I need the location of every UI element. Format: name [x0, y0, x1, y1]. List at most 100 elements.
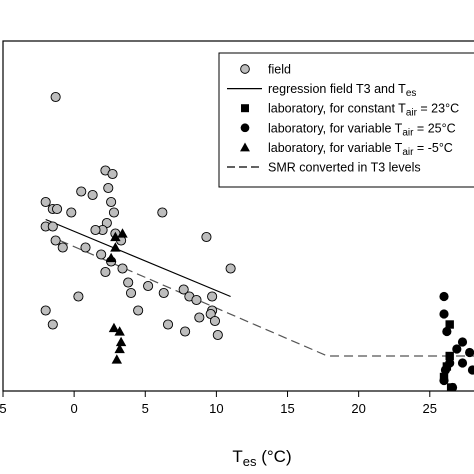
legend-entry-label: laboratory, for variable Tair = 25°C: [268, 121, 456, 138]
plot-frame: [2, 40, 474, 392]
legend-label-text: field: [268, 63, 291, 77]
data-point-s4-2: [110, 242, 121, 252]
data-point-s0-42: [40, 305, 51, 316]
x-axis: 5 0 5 10 15 20 25: [0, 391, 437, 416]
x-axis-label-unit: (°C): [257, 447, 292, 466]
legend-box: [218, 52, 474, 188]
plot-area: [40, 91, 474, 391]
data-point-s4-7: [114, 343, 125, 354]
data-point-s0-0: [50, 91, 61, 103]
data-point-s3-0: [439, 291, 449, 302]
x-tick-label: 5: [142, 401, 149, 416]
data-point-s0-45: [225, 263, 236, 274]
legend-black-triangle-symbol: [240, 142, 250, 152]
data-point-s3-2: [442, 326, 452, 337]
data-point-s4-6: [115, 336, 127, 347]
data-point-s0-39: [209, 315, 221, 327]
data-point-s0-19: [50, 235, 61, 246]
data-point-s0-22: [96, 249, 107, 260]
data-point-s0-41: [73, 291, 84, 302]
legend-label-subscript: air: [402, 127, 414, 138]
data-point-s3-7: [447, 382, 458, 391]
x-tick-label: 15: [280, 401, 294, 416]
legend-label-text: = 25°C: [413, 121, 455, 135]
data-point-s4-8: [111, 354, 123, 364]
data-point-s2-0: [445, 320, 454, 329]
legend-entry-label: regression field T3 and Tes: [268, 82, 416, 99]
data-point-s4-4: [108, 322, 120, 333]
data-point-s3-1: [439, 309, 449, 319]
data-point-s0-32: [207, 291, 218, 302]
x-tick-label: 25: [423, 401, 437, 416]
legend-entry-label: SMR converted in T3 levels: [268, 161, 421, 175]
legend-black-circle-symbol: [240, 123, 250, 133]
x-axis-label: Tes (°C): [232, 447, 291, 469]
data-point-s0-20: [57, 242, 68, 253]
data-point-s3-8: [457, 358, 468, 368]
legend-label-subscript: es: [406, 88, 417, 99]
data-point-s2-2: [445, 351, 454, 361]
data-point-s0-29: [158, 287, 169, 299]
regression-line: [45, 218, 231, 298]
data-point-s3-5: [440, 365, 451, 375]
data-point-s0-5: [76, 186, 87, 197]
data-point-s4-1: [117, 228, 128, 238]
legend-label-text: = -5°C: [413, 141, 452, 155]
data-point-s0-8: [107, 168, 118, 180]
data-point-s0-40: [212, 329, 223, 341]
data-point-s0-36: [162, 319, 174, 330]
legend-entry-label: laboratory, for constant Tair = 23°C: [268, 102, 459, 119]
data-point-s3-9: [465, 347, 474, 358]
data-point-s0-4: [66, 207, 77, 218]
data-point-s3-6: [439, 375, 449, 386]
data-point-s0-35: [133, 305, 144, 316]
legend-label-text: laboratory, for variable T: [268, 121, 403, 135]
data-point-s0-30: [178, 284, 189, 295]
data-point-s0-3: [52, 203, 63, 215]
data-point-s3-11: [467, 365, 474, 375]
data-point-s0-47: [157, 207, 168, 218]
data-point-s0-26: [123, 277, 134, 288]
data-point-s0-10: [106, 196, 117, 208]
legend-label-text: regression field T3 and T: [268, 82, 406, 96]
data-point-s0-43: [47, 319, 58, 330]
data-point-s0-46: [201, 231, 212, 243]
legend-label-text: laboratory, for constant T: [268, 102, 406, 116]
data-point-s4-3: [105, 252, 117, 263]
data-point-s3-10: [457, 337, 468, 347]
legend-entry-label: field: [268, 63, 291, 77]
data-point-s0-9: [103, 182, 114, 194]
x-tick-label: 5: [0, 401, 7, 416]
smr-converted-line: [59, 239, 474, 357]
data-point-s0-21: [80, 242, 91, 253]
legend-grey-circle-symbol: [240, 64, 250, 74]
data-point-s3-3: [452, 344, 462, 354]
x-axis-label-subscript: es: [243, 454, 257, 469]
x-tick-label: 0: [71, 401, 78, 416]
data-point-s0-23: [100, 266, 111, 278]
data-point-s0-1: [40, 196, 51, 208]
data-point-s0-6: [87, 189, 98, 201]
legend-label-text: laboratory, for variable T: [268, 141, 403, 155]
data-point-s0-18: [47, 221, 58, 232]
legend-label-subscript: air: [402, 147, 414, 158]
data-point-s0-44: [191, 294, 202, 306]
legend-label-text: SMR converted in T3 levels: [268, 161, 421, 175]
data-point-s0-28: [143, 280, 154, 292]
data-point-s0-38: [194, 312, 205, 323]
data-point-s0-11: [108, 207, 120, 218]
data-point-s0-27: [125, 287, 137, 299]
data-point-s0-37: [180, 326, 191, 337]
legend-label-subscript: air: [406, 108, 418, 119]
data-point-s0-14: [90, 224, 101, 236]
data-point-s3-4: [445, 358, 455, 368]
data-point-s4-0: [110, 231, 121, 242]
x-axis-label-main: T: [232, 447, 242, 466]
legend-black-square-symbol: [241, 104, 249, 113]
data-point-s0-25: [117, 263, 128, 274]
x-tick-label: 20: [351, 401, 365, 416]
x-tick-label: 10: [209, 401, 223, 416]
legend-entry-label: laboratory, for variable Tair = -5°C: [268, 141, 453, 158]
